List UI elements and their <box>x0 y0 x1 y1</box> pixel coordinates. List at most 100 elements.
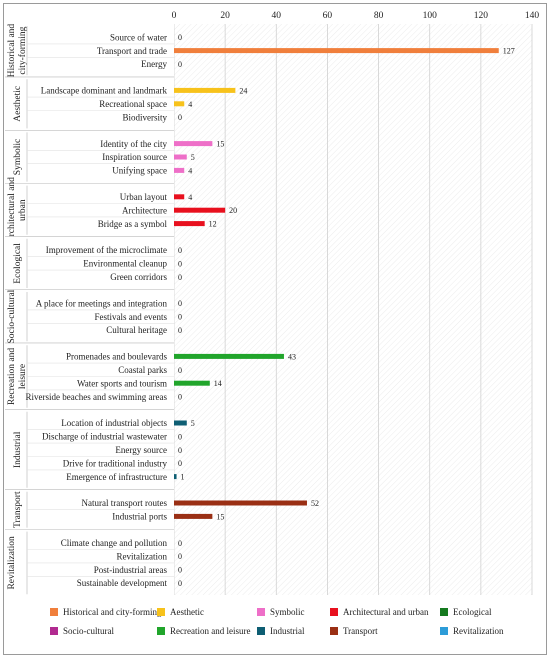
legend-label: Recreation and leisure <box>170 626 250 636</box>
legend-swatch <box>257 608 265 616</box>
x-tick-label: 140 <box>525 11 540 21</box>
data-label: 52 <box>311 499 319 508</box>
category-label: Green corridors <box>110 272 167 282</box>
bar <box>174 194 185 200</box>
category-label: Industrial ports <box>112 512 167 522</box>
legend-swatch <box>157 627 165 635</box>
legend-label: Transport <box>343 626 378 636</box>
group-label: Socio-cultural <box>7 289 17 343</box>
category-label: Transport and trade <box>97 46 167 56</box>
group: Symbolic Identity of the city Inspiration … <box>5 130 174 184</box>
data-label: 1 <box>181 473 185 482</box>
group-label-line: leisure <box>18 364 28 389</box>
data-label: 5 <box>191 153 195 162</box>
legend-label: Industrial <box>270 626 305 636</box>
bar <box>174 513 213 519</box>
legend-label: Symbolic <box>270 607 305 617</box>
legend-label: Ecological <box>453 607 492 617</box>
group-label-panel <box>5 409 174 490</box>
group-label-line: Industrial <box>13 431 23 468</box>
data-label: 0 <box>178 60 182 69</box>
legend-item: Aesthetic <box>157 607 204 617</box>
group-label: Ecological <box>13 243 23 284</box>
legend-item: Recreation and leisure <box>157 626 250 636</box>
category-label: Climate change and pollution <box>61 538 168 548</box>
category-label: Inspiration source <box>102 152 167 162</box>
group: Recreation andleisure Promenades and boul… <box>5 343 174 410</box>
data-label: 4 <box>188 100 192 109</box>
bar <box>174 167 185 173</box>
x-tick-label: 60 <box>323 11 333 21</box>
group-label-panel <box>5 183 174 237</box>
data-label: 15 <box>216 512 224 521</box>
x-tick-label: 100 <box>423 11 438 21</box>
legend-label: Revitalization <box>453 626 504 636</box>
group-label-line: Architectural and <box>7 177 17 243</box>
group-label-panel <box>5 130 174 184</box>
x-tick-label: 20 <box>220 11 230 21</box>
legend-item: Transport <box>330 626 378 636</box>
legend-item: Industrial <box>257 626 305 636</box>
data-label: 20 <box>229 206 237 215</box>
x-tick-label: 80 <box>374 11 384 21</box>
legend-swatch <box>50 627 58 635</box>
data-label: 0 <box>178 566 182 575</box>
legend-item: Revitalization <box>440 626 504 636</box>
data-label: 0 <box>178 246 182 255</box>
group-label-line: Ecological <box>13 243 23 284</box>
data-label: 4 <box>188 166 192 175</box>
legend-label: Architectural and urban <box>343 607 429 617</box>
bar <box>174 380 210 386</box>
data-label: 0 <box>178 33 182 42</box>
category-label: Promenades and boulevards <box>66 352 167 362</box>
group-label-line: Recreation and <box>7 348 17 405</box>
bar <box>174 101 185 107</box>
group-label: Transport <box>13 491 23 528</box>
data-label: 14 <box>214 379 222 388</box>
group-label-line: Historical and <box>7 24 17 78</box>
legend-swatch <box>157 608 165 616</box>
legend-label: Socio-cultural <box>63 626 114 636</box>
category-label: Revitalization <box>117 551 168 561</box>
data-label: 4 <box>188 193 192 202</box>
legend-label: Historical and city-forming <box>63 607 162 617</box>
group-label-line: urban <box>18 199 28 221</box>
category-label: Bridge as a symbol <box>98 219 168 229</box>
category-label: Location of industrial objects <box>61 418 167 428</box>
group: Socio-cultural A place for meetings and i… <box>5 289 174 344</box>
data-label: 0 <box>178 113 182 122</box>
legend-item: Architectural and urban <box>330 607 429 617</box>
x-axis: 0 20 40 60 80 100 120 140 <box>172 11 540 21</box>
data-label: 0 <box>178 393 182 402</box>
data-label: 5 <box>191 419 195 428</box>
x-tick-label: 40 <box>272 11 282 21</box>
x-tick-label: 120 <box>474 11 489 21</box>
legend-item: Symbolic <box>257 607 305 617</box>
group-label-line: city-forming <box>17 26 28 74</box>
data-label: 0 <box>178 446 182 455</box>
group: Revitalization Climate change and polluti… <box>5 529 174 597</box>
category-label: Water sports and tourism <box>77 378 167 388</box>
data-label: 0 <box>178 326 182 335</box>
group-label: Historical andcity-forming <box>7 24 28 78</box>
data-label: 43 <box>288 352 296 361</box>
legend-item: Ecological <box>440 607 492 617</box>
group-label: Architectural andurban <box>7 177 28 243</box>
groups: Historical andcity-forming Source of wate… <box>5 24 174 597</box>
group-label-line: Socio-cultural <box>7 289 17 343</box>
group: Historical andcity-forming Source of wate… <box>5 24 174 78</box>
group: Architectural andurban Urban layout Archit… <box>5 177 174 243</box>
category-label: Unifying space <box>112 166 167 176</box>
group-label: Recreation andleisure <box>7 348 28 405</box>
bar <box>174 353 284 359</box>
group-label-line: Transport <box>13 491 23 528</box>
category-label: Drive for traditional industry <box>63 458 168 468</box>
data-label: 0 <box>178 539 182 548</box>
data-label: 0 <box>178 313 182 322</box>
category-label: A place for meetings and integration <box>36 298 168 308</box>
group: Ecological Improvement of the microclimat… <box>5 236 174 290</box>
category-label: Natural transport routes <box>82 498 168 508</box>
bar <box>174 154 187 160</box>
legend-label: Aesthetic <box>170 607 204 617</box>
group-label-line: Revitalization <box>7 536 17 590</box>
